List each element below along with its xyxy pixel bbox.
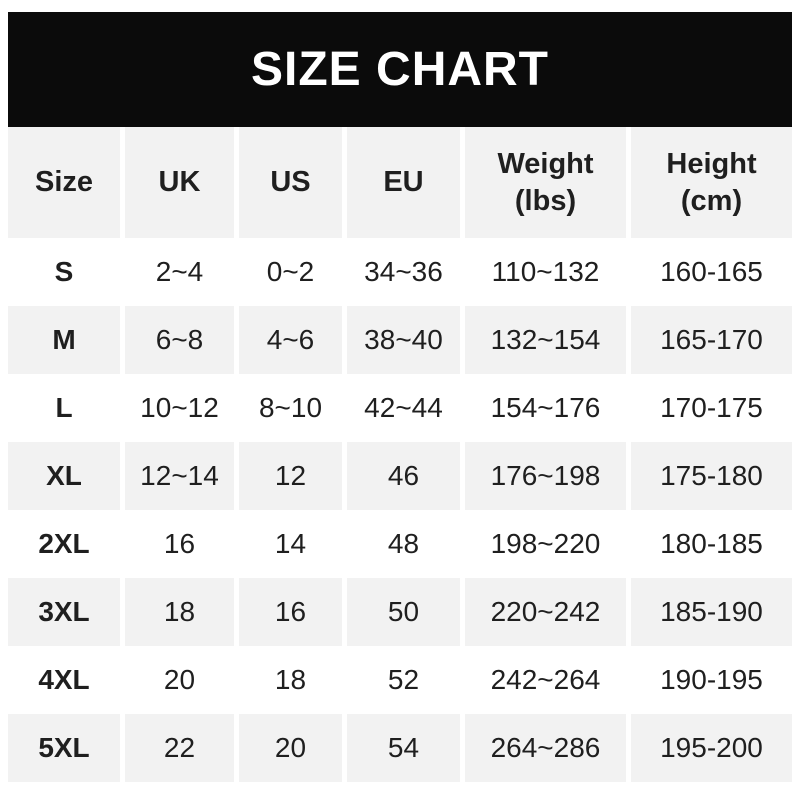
column-header-weight-lbs: Weight (lbs) [465,127,626,238]
column-header-uk: UK [125,127,234,238]
size-label: M [8,306,120,374]
column-header-unit: (lbs) [514,184,577,217]
table-row-3xl: 3XL 18 16 50 220~242 185-190 [8,578,792,646]
table-cell: 170-175 [631,374,792,442]
table-cell: 20 [239,714,342,782]
table-cell: 46 [347,442,460,510]
column-header-label: US [270,166,311,199]
table-cell: 22 [125,714,234,782]
column-header-unit: (cm) [680,184,743,217]
table-cell: 16 [239,578,342,646]
table-cell: 12~14 [125,442,234,510]
table-cell: 195-200 [631,714,792,782]
size-label: 4XL [8,646,120,714]
size-label: 5XL [8,714,120,782]
column-header-label: UK [158,166,201,199]
table-cell: 165-170 [631,306,792,374]
table-cell: 54 [347,714,460,782]
column-header-size: Size [8,127,120,238]
size-label: 2XL [8,510,120,578]
table-cell: 8~10 [239,374,342,442]
table-cell: 14 [239,510,342,578]
table-cell: 154~176 [465,374,626,442]
table-cell: 52 [347,646,460,714]
table-row-xl: XL 12~14 12 46 176~198 175-180 [8,442,792,510]
column-header-label: EU [383,166,424,199]
column-header-eu: EU [347,127,460,238]
table-cell: 20 [125,646,234,714]
table-cell: 18 [239,646,342,714]
size-chart-table: Size UK US EU Weight (lbs) Height (cm) S 2~4 0~2 3… [3,127,797,782]
table-cell: 132~154 [465,306,626,374]
table-cell: 12 [239,442,342,510]
table-cell: 242~264 [465,646,626,714]
table-cell: 6~8 [125,306,234,374]
size-label: L [8,374,120,442]
table-row-2xl: 2XL 16 14 48 198~220 180-185 [8,510,792,578]
table-row-5xl: 5XL 22 20 54 264~286 195-200 [8,714,792,782]
column-header-label: Weight [497,148,594,181]
table-cell: 16 [125,510,234,578]
table-cell: 180-185 [631,510,792,578]
table-row-m: M 6~8 4~6 38~40 132~154 165-170 [8,306,792,374]
size-label: XL [8,442,120,510]
table-cell: 175-180 [631,442,792,510]
table-cell: 198~220 [465,510,626,578]
table-cell: 176~198 [465,442,626,510]
table-cell: 50 [347,578,460,646]
column-header-label: Height [666,148,757,181]
column-header-label: Size [34,166,94,199]
size-label: 3XL [8,578,120,646]
table-cell: 264~286 [465,714,626,782]
table-header-row: Size UK US EU Weight (lbs) Height (cm) [8,127,792,238]
page-title: SIZE CHART [251,43,549,96]
table-cell: 18 [125,578,234,646]
table-cell: 0~2 [239,238,342,306]
table-cell: 10~12 [125,374,234,442]
table-cell: 2~4 [125,238,234,306]
table-row-l: L 10~12 8~10 42~44 154~176 170-175 [8,374,792,442]
table-cell: 110~132 [465,238,626,306]
column-header-height-cm: Height (cm) [631,127,792,238]
table-row-4xl: 4XL 20 18 52 242~264 190-195 [8,646,792,714]
table-body: S 2~4 0~2 34~36 110~132 160-165 M 6~8 4~6 38~40 13… [8,238,792,782]
title-banner: SIZE CHART [8,12,792,127]
table-cell: 42~44 [347,374,460,442]
table-cell: 34~36 [347,238,460,306]
table-cell: 4~6 [239,306,342,374]
column-header-us: US [239,127,342,238]
table-row-s: S 2~4 0~2 34~36 110~132 160-165 [8,238,792,306]
table-cell: 160-165 [631,238,792,306]
table-cell: 38~40 [347,306,460,374]
table-head: Size UK US EU Weight (lbs) Height (cm) [8,127,792,238]
table-cell: 190-195 [631,646,792,714]
table-cell: 220~242 [465,578,626,646]
table-cell: 185-190 [631,578,792,646]
table-cell: 48 [347,510,460,578]
size-label: S [8,238,120,306]
